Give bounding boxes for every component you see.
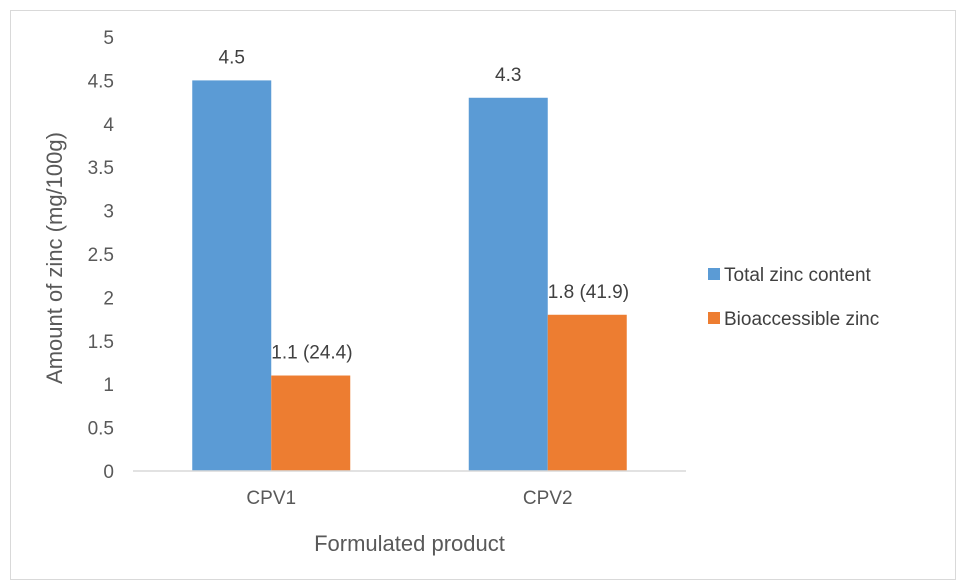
legend-label: Bioaccessible zinc: [724, 309, 879, 330]
legend-label: Total zinc content: [724, 265, 872, 286]
y-tick-label: 5: [103, 28, 114, 49]
bar-bioaccessible-zinc-cpv1: [271, 375, 351, 471]
y-tick-label: 0: [103, 462, 114, 483]
y-tick-label: 1: [103, 375, 114, 396]
data-label: 1.1 (24.4): [271, 343, 352, 364]
y-tick-label: 2.5: [88, 245, 114, 266]
y-tick-label: 3: [103, 202, 114, 223]
bar-bioaccessible-zinc-cpv2: [547, 314, 627, 471]
bars: [192, 80, 627, 472]
y-axis-title: Amount of zinc (mg/100g): [42, 132, 67, 384]
legend-swatch: [708, 268, 720, 280]
y-tick-label: 3.5: [88, 158, 114, 179]
x-tick-label: CPV2: [523, 488, 573, 509]
x-axis-title: Formulated product: [314, 531, 505, 556]
y-tick-label: 4: [103, 115, 114, 136]
legend-swatch: [708, 312, 720, 324]
data-label: 4.3: [495, 65, 521, 86]
legend: Total zinc content Bioaccessible zinc: [708, 265, 879, 330]
x-tick-label: CPV1: [246, 488, 296, 509]
y-tick-label: 4.5: [88, 71, 114, 92]
bar-total-zinc-content-cpv1: [192, 80, 272, 472]
x-axis-ticks: CPV1 CPV2: [246, 488, 572, 509]
y-tick-label: 0.5: [88, 419, 114, 440]
y-axis-ticks: 0 0.5 1 1.5 2 2.5 3 3.5 4 4.5 5: [88, 28, 115, 483]
data-labels: 4.5 1.1 (24.4) 4.3 1.8 (41.9): [219, 47, 630, 363]
data-label: 1.8 (41.9): [548, 282, 629, 303]
bar-total-zinc-content-cpv2: [468, 97, 548, 471]
y-tick-label: 1.5: [88, 332, 114, 353]
data-label: 4.5: [219, 47, 245, 68]
y-tick-label: 2: [103, 288, 114, 309]
